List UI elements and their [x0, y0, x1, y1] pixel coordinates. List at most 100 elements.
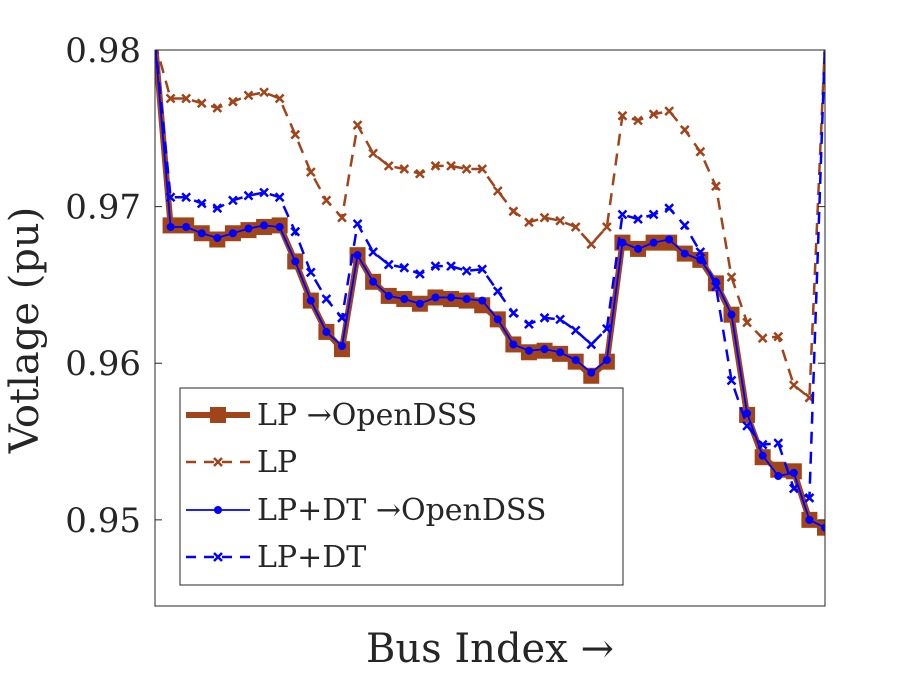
data-point [556, 348, 565, 357]
legend-entry-lp-dt: LP+DT [186, 540, 366, 575]
data-point [665, 235, 674, 244]
data-point [788, 483, 799, 494]
legend-label: LP+DT →OpenDSS [257, 493, 546, 528]
y-ticks: 0.95 0.96 0.97 0.98 [65, 31, 825, 541]
data-point [478, 296, 487, 305]
legend-marker [213, 552, 223, 562]
data-point [291, 257, 300, 266]
data-point [571, 356, 580, 365]
axes [154, 49, 826, 607]
data-point [151, 38, 159, 46]
data-point [259, 87, 269, 98]
data-point [274, 192, 285, 203]
data-point [648, 109, 659, 120]
data-point [742, 317, 752, 328]
data-point [165, 93, 176, 104]
data-point [742, 421, 752, 431]
data-point [601, 222, 612, 232]
data-point [399, 262, 410, 273]
data-point [555, 215, 565, 226]
data-point [306, 296, 315, 305]
data-point [182, 222, 191, 231]
data-point [587, 368, 596, 377]
data-point [415, 269, 425, 279]
data-point [165, 192, 176, 203]
data-point [446, 161, 456, 171]
data-point [290, 129, 301, 140]
data-point [821, 523, 825, 532]
data-point [555, 314, 565, 325]
data-point [430, 261, 441, 272]
series-layer [151, 38, 829, 536]
data-point [508, 308, 519, 319]
data-point [679, 124, 690, 135]
data-point [601, 323, 612, 334]
data-point [461, 164, 472, 174]
data-point [821, 38, 829, 46]
data-point [155, 50, 163, 51]
data-point [648, 209, 659, 220]
data-point [274, 93, 285, 104]
data-point [337, 212, 347, 223]
data-point [461, 265, 472, 276]
data-point [383, 259, 394, 270]
plot-frame [154, 49, 826, 607]
legend-label: LP →OpenDSS [257, 398, 477, 433]
data-point [570, 222, 581, 232]
data-point [369, 277, 378, 286]
data-point [322, 327, 331, 336]
data-point [196, 198, 207, 209]
data-point [431, 293, 440, 302]
data-point [181, 192, 192, 203]
data-point [492, 286, 503, 297]
data-point [540, 345, 549, 354]
data-point [492, 186, 503, 196]
data-point [305, 167, 316, 178]
data-point [212, 103, 223, 113]
legend-label: LP+DT [257, 540, 366, 575]
data-point [539, 312, 550, 323]
data-point [399, 164, 410, 174]
data-point [384, 291, 393, 300]
data-point [275, 222, 284, 231]
data-point [228, 195, 238, 206]
data-point [539, 212, 550, 223]
x-axis-label: Bus Index → [366, 626, 614, 672]
data-point [212, 203, 223, 214]
legend-entries: LP →OpenDSS LP LP+DT →OpenDSS LP+DT [186, 398, 546, 575]
data-point [726, 375, 737, 386]
data-point [774, 472, 783, 481]
legend-marker [210, 407, 226, 423]
data-point [743, 409, 752, 418]
series-lp-dt [151, 38, 829, 503]
data-point [788, 380, 799, 391]
data-point [586, 339, 597, 350]
series-lp [155, 38, 829, 403]
legend: LP →OpenDSS LP LP+DT →OpenDSS LP+DT [179, 387, 624, 586]
y-tick-label: 0.98 [65, 31, 141, 71]
data-point [679, 220, 690, 231]
data-point [337, 342, 346, 351]
data-point [617, 110, 628, 121]
data-point [633, 214, 643, 225]
data-point [337, 312, 347, 323]
y-tick-label: 0.96 [65, 344, 141, 384]
data-point [151, 38, 159, 46]
data-point [770, 461, 787, 478]
data-point [821, 38, 829, 46]
data-point [383, 161, 394, 171]
data-point [353, 251, 362, 260]
data-point [477, 164, 488, 174]
data-point [773, 331, 784, 342]
y-tick-label: 0.97 [65, 188, 141, 228]
series-line [155, 50, 825, 500]
data-point [773, 438, 784, 448]
data-point [711, 281, 721, 292]
data-point [695, 247, 706, 257]
data-point [368, 148, 379, 159]
data-point [602, 356, 611, 365]
data-point [430, 161, 441, 171]
data-point [524, 319, 534, 329]
data-point [508, 206, 519, 217]
data-point [726, 272, 737, 282]
